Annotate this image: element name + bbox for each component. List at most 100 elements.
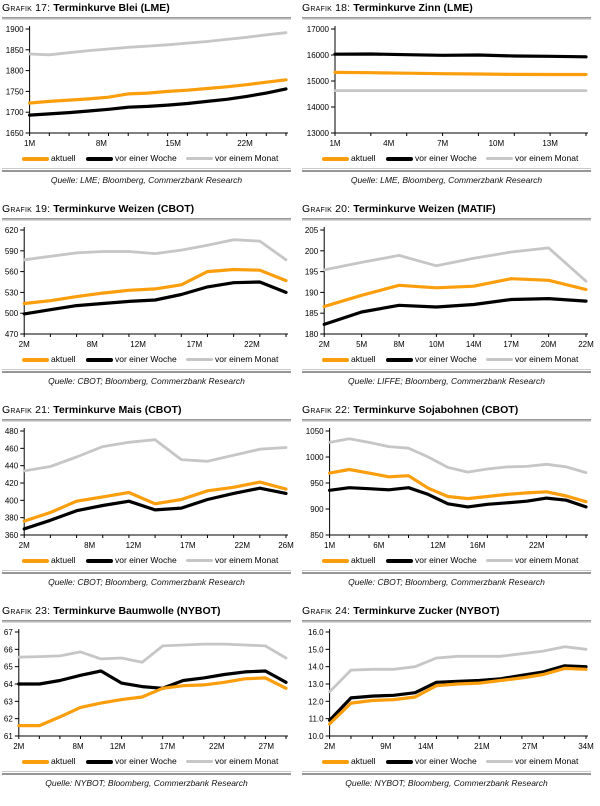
line-chart-weizen-cbot: 470 500 530 560 590 620 2M 8M 12M 17M 22M — [5, 226, 288, 349]
svg-text:440: 440 — [5, 462, 19, 471]
legend-swatch-week — [86, 156, 113, 161]
legend-swatch-week — [386, 759, 413, 764]
svg-text:10.0: 10.0 — [308, 732, 324, 741]
title-divider — [302, 419, 591, 422]
legend-swatch-month — [186, 157, 213, 160]
chart-title: Grafik 21: Terminkurve Mais (CBOT) — [2, 404, 291, 418]
legend-label-week: vor einer Woche — [115, 153, 177, 163]
source-note: Quelle: CBOT; Bloomberg, Commerzbank Res… — [348, 577, 545, 587]
legend-divider — [2, 771, 291, 775]
svg-text:61: 61 — [4, 732, 13, 741]
legend-label-month: vor einem Monat — [515, 354, 579, 364]
svg-text:12.0: 12.0 — [308, 697, 324, 706]
line-chart-sojabohnen: 850 900 950 1000 1050 1M 6M 12M 16M 22M — [306, 427, 588, 550]
svg-text:8M: 8M — [84, 541, 95, 550]
chart-number-label: Grafik 17: — [2, 2, 51, 14]
svg-text:530: 530 — [5, 288, 19, 297]
source-note: Quelle: CBOT; Bloomberg, Commerzbank Res… — [48, 577, 245, 587]
line-chart-baumwolle: 61 62 63 64 65 66 67 2M 8M 12M 17M 22M 27M — [4, 628, 288, 751]
legend-swatch-week — [386, 357, 413, 362]
svg-text:1750: 1750 — [6, 87, 24, 96]
svg-text:27M: 27M — [522, 742, 538, 751]
legend-label-month: vor einem Monat — [515, 756, 579, 766]
legend-item-aktuell: aktuell — [22, 151, 86, 166]
svg-text:21M: 21M — [474, 742, 490, 751]
chart-panel-zucker: Grafik 24: Terminkurve Zucker (NYBOT) 10.… — [300, 603, 600, 804]
svg-text:8M: 8M — [73, 742, 84, 751]
source-note: Quelle: NYBOT; Bloomberg, Commerzbank Re… — [45, 778, 248, 788]
svg-text:17M: 17M — [180, 541, 196, 550]
source-note: Quelle: LME, Bloomberg, Commerzbank Rese… — [350, 175, 543, 185]
svg-text:185: 185 — [305, 309, 319, 318]
svg-text:900: 900 — [310, 505, 324, 514]
svg-text:16.0: 16.0 — [308, 628, 324, 637]
svg-text:1700: 1700 — [6, 108, 24, 117]
chart-panel-sojabohnen: Grafik 22: Terminkurve Sojabohnen (CBOT) … — [300, 402, 600, 603]
chart-title-text: Terminkurve Baumwolle (NYBOT) — [53, 605, 221, 617]
chart-panel-baumwolle: Grafik 23: Terminkurve Baumwolle (NYBOT) … — [0, 603, 300, 804]
svg-text:27M: 27M — [258, 742, 274, 751]
legend-item-week: vor einer Woche — [86, 352, 186, 367]
legend-swatch-week — [386, 558, 413, 563]
svg-text:195: 195 — [305, 268, 319, 277]
svg-text:8M: 8M — [394, 340, 405, 349]
svg-text:5M: 5M — [356, 340, 367, 349]
svg-text:470: 470 — [5, 330, 19, 339]
legend-item-month: vor einem Monat — [486, 352, 591, 367]
legend-swatch-month — [486, 157, 513, 160]
legend-divider — [302, 771, 591, 775]
chart-number-label: Grafik 23: — [2, 605, 51, 617]
chart-title-text: Terminkurve Zinn (LME) — [353, 2, 473, 14]
svg-text:1800: 1800 — [6, 67, 24, 76]
source-note: Quelle: NYBOT; Bloomberg, Commerzbank Re… — [345, 778, 548, 788]
svg-text:1050: 1050 — [306, 427, 324, 436]
chart-title: Grafik 18: Terminkurve Zinn (LME) — [302, 2, 591, 16]
legend-divider — [2, 369, 291, 373]
chart-legend: aktuell vor einer Woche vor einem Monat — [2, 352, 291, 367]
chart-title: Grafik 17: Terminkurve Blei (LME) — [2, 2, 291, 16]
legend-item-week: vor einer Woche — [386, 754, 486, 769]
legend-label-aktuell: aktuell — [51, 153, 76, 163]
legend-swatch-month — [486, 559, 513, 562]
legend-label-aktuell: aktuell — [351, 354, 376, 364]
svg-text:10M: 10M — [429, 340, 445, 349]
svg-text:16000: 16000 — [307, 51, 330, 60]
legend-label-month: vor einem Monat — [215, 153, 279, 163]
chart-title-text: Terminkurve Blei (LME) — [53, 2, 170, 14]
legend-label-aktuell: aktuell — [51, 756, 76, 766]
chart-number-label: Grafik 24: — [302, 605, 351, 617]
title-divider — [2, 620, 291, 623]
legend-swatch-aktuell — [22, 156, 49, 161]
chart-number-label: Grafik 20: — [302, 203, 351, 215]
svg-text:12M: 12M — [430, 541, 446, 550]
source-note: Quelle: LME; Bloomberg, Commerzbank Rese… — [50, 175, 243, 185]
svg-text:1000: 1000 — [306, 453, 324, 462]
line-chart-blei: 1650 1700 1750 1800 1850 1900 1M 8M 15M 22M — [6, 25, 288, 148]
legend-label-week: vor einer Woche — [415, 153, 477, 163]
legend-label-week: vor einer Woche — [415, 354, 477, 364]
legend-item-aktuell: aktuell — [322, 754, 386, 769]
legend-item-week: vor einer Woche — [86, 553, 186, 568]
svg-text:17M: 17M — [160, 742, 176, 751]
svg-text:20M: 20M — [541, 340, 557, 349]
legend-divider — [2, 168, 291, 172]
chart-title: Grafik 23: Terminkurve Baumwolle (NYBOT) — [2, 605, 291, 619]
legend-label-week: vor einer Woche — [115, 756, 177, 766]
svg-text:14000: 14000 — [307, 103, 330, 112]
svg-text:950: 950 — [310, 479, 324, 488]
chart-panel-mais: Grafik 21: Terminkurve Mais (CBOT) 360 380… — [0, 402, 300, 603]
svg-text:480: 480 — [5, 427, 19, 436]
chart-legend: aktuell vor einer Woche vor einem Monat — [2, 151, 291, 166]
legend-label-week: vor einer Woche — [115, 555, 177, 565]
legend-swatch-aktuell — [22, 558, 49, 563]
legend-label-aktuell: aktuell — [51, 354, 76, 364]
svg-text:22M: 22M — [244, 340, 260, 349]
legend-label-aktuell: aktuell — [351, 153, 376, 163]
svg-text:380: 380 — [5, 514, 19, 523]
legend-divider — [2, 570, 291, 574]
svg-text:2M: 2M — [319, 340, 330, 349]
chart-number-label: Grafik 18: — [302, 2, 351, 14]
title-divider — [302, 17, 591, 20]
legend-label-aktuell: aktuell — [51, 555, 76, 565]
legend-swatch-aktuell — [322, 156, 349, 161]
